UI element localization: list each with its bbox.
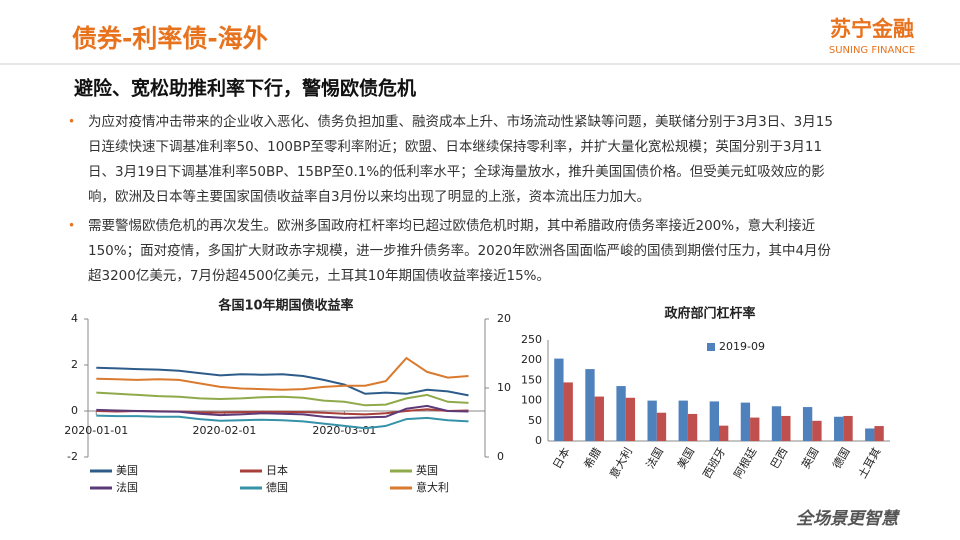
logo-en: SUNING FINANCE: [829, 45, 915, 56]
bar: [647, 400, 657, 441]
bar: [616, 386, 626, 441]
bullet-line: 响，欧洲及日本等主要国家国债收益率自3月份以来均出现了明显的上涨，资本流出压力加…: [88, 188, 650, 205]
series-line: [96, 391, 469, 407]
series-line: [96, 404, 469, 419]
footer-slogan: 全场景更智慧: [796, 509, 901, 529]
chart-title: 各国10年期国债收益率: [217, 298, 353, 314]
x-tick-label: 2020-01-01: [64, 424, 128, 437]
bar: [719, 425, 729, 441]
bar: [709, 401, 719, 441]
subtitle: 避险、宽松助推利率下行，警惕欧债危机: [74, 77, 416, 100]
y-tick-label: 50: [528, 414, 542, 427]
bar: [802, 407, 813, 441]
legend-label: 法国: [116, 480, 138, 494]
y-tick-label: 2: [71, 358, 78, 371]
legend-swatch: [707, 343, 715, 351]
bullet-dot: •: [68, 115, 75, 129]
series-line: [96, 356, 469, 391]
y-tick-label: 4: [71, 312, 78, 325]
bar: [874, 426, 884, 441]
bullet-line: 需要警惕欧债危机的再次发生。欧洲多国政府杠杆率均已超过欧债危机时期，其中希腊政府…: [88, 217, 816, 234]
bullet-line: 150%；面对疫情，多国扩大财政赤字规模，进一步推升债务率。2020年欧洲各国面…: [88, 242, 832, 259]
bar: [563, 382, 573, 441]
bullet-line: 日连续快速下调基准利率50、100BP至零利率附近；欧盟、日本继续保持零利率，并…: [88, 138, 822, 155]
bar: [594, 396, 604, 441]
bullet-line: 超3200亿美元，7月份超4500亿美元，土耳其10年期国债收益率接近15%。: [88, 267, 550, 284]
legend-label: 日本: [266, 463, 288, 477]
legend-label: 意大利: [416, 480, 449, 494]
bullet-line: 日、3月19日下调基准利率50BP、15BP至0.1%的低利率水平；全球海量放水…: [88, 163, 825, 180]
y2-tick-label: 10: [497, 381, 511, 394]
y-tick-label: 250: [521, 333, 542, 346]
y2-tick-label: 20: [497, 312, 511, 325]
bar: [625, 397, 636, 441]
bar: [678, 400, 688, 441]
y-tick-label: 0: [71, 404, 78, 417]
bar: [771, 406, 782, 441]
bullet-line: 为应对疫情冲击带来的企业收入恶化、债务负担加重、融资成本上升、市场流动性紧缺等问…: [88, 113, 833, 130]
bullet-dot: •: [68, 219, 75, 233]
y-tick-label: 100: [521, 394, 542, 407]
bar: [687, 413, 698, 441]
legend-label: 2019-09: [719, 340, 765, 353]
legend-label: 英国: [416, 463, 438, 477]
page-title: 债券-利率债-海外: [72, 24, 268, 53]
bar: [585, 369, 595, 441]
x-tick-label: 2020-02-01: [193, 424, 257, 437]
logo: 苏宁金融: [830, 17, 914, 41]
bar: [554, 358, 564, 441]
legend-label: 美国: [116, 464, 138, 477]
y-tick-label: -2: [67, 450, 78, 463]
bar: [740, 402, 751, 441]
bar: [656, 412, 667, 441]
y-tick-label: 0: [535, 434, 542, 447]
y2-tick-label: 0: [497, 450, 504, 463]
chart-title: 政府部门杠杆率: [664, 306, 755, 322]
y-tick-label: 200: [521, 353, 542, 366]
bar: [865, 428, 875, 441]
bar: [750, 417, 760, 441]
bar: [781, 415, 791, 441]
y-tick-label: 150: [521, 373, 542, 386]
series-line: [96, 366, 469, 397]
legend-label: 德国: [266, 480, 288, 494]
bar: [834, 416, 844, 441]
bar: [843, 415, 853, 441]
series-line: [96, 414, 469, 430]
bar: [812, 420, 822, 441]
